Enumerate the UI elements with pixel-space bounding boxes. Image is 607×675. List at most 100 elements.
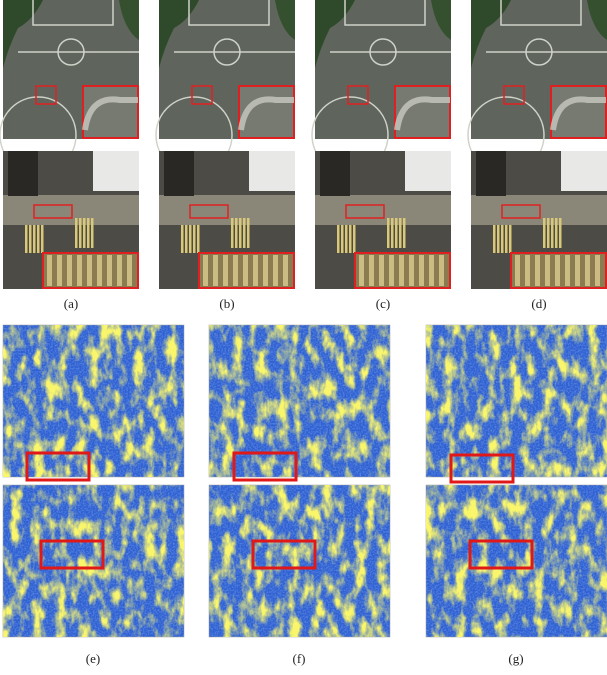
inset-stripe — [439, 255, 444, 286]
inset-stripe — [107, 255, 112, 286]
inset-stripe — [233, 255, 238, 286]
crosswalk — [37, 225, 40, 253]
crosswalk — [193, 225, 196, 253]
sidewalk — [3, 195, 139, 225]
crosswalk — [41, 225, 44, 253]
panel-label: (a) — [64, 296, 78, 311]
inset-stripe — [213, 255, 218, 286]
heatmap — [426, 485, 607, 637]
crosswalk — [387, 218, 390, 248]
court-image — [0, 0, 139, 173]
crosswalk — [181, 225, 184, 253]
inset-stripe — [117, 255, 122, 286]
street-image — [159, 151, 295, 289]
inset-stripe — [409, 255, 414, 286]
panel-label: (d) — [531, 296, 546, 311]
heatmap-yellow — [426, 485, 607, 637]
inset-stripe — [57, 255, 62, 286]
crosswalk — [33, 225, 36, 253]
court-image — [156, 0, 295, 173]
crosswalk — [197, 225, 200, 253]
crosswalk — [497, 225, 500, 253]
inset-stripe — [223, 255, 228, 286]
inset-stripe — [379, 255, 384, 286]
crosswalk — [87, 218, 90, 248]
crosswalk — [29, 225, 32, 253]
inset-stripe — [273, 255, 278, 286]
crosswalk — [399, 218, 402, 248]
inset-stripe — [515, 255, 520, 286]
crosswalk — [243, 218, 246, 248]
inset-stripe — [429, 255, 434, 286]
inset-stripe — [253, 255, 258, 286]
inset-stripe — [203, 255, 208, 286]
heatmap — [209, 325, 390, 480]
inset-stripe — [545, 255, 550, 286]
court-image — [312, 0, 451, 173]
crosswalk — [501, 225, 504, 253]
sidewalk — [471, 195, 607, 225]
crosswalk — [547, 218, 550, 248]
crosswalk — [559, 218, 562, 248]
heatmap — [426, 325, 607, 482]
shadow — [164, 151, 194, 196]
crosswalk — [345, 225, 348, 253]
shadow — [476, 151, 506, 196]
street-image — [315, 151, 451, 289]
inset-stripe — [359, 255, 364, 286]
panel-label: (f) — [293, 651, 306, 666]
inset-stripe — [369, 255, 374, 286]
inset-stripe — [585, 255, 590, 286]
inset-stripe — [67, 255, 72, 286]
crosswalk — [185, 225, 188, 253]
crosswalk — [493, 225, 496, 253]
crosswalk — [395, 218, 398, 248]
inset-stripe — [535, 255, 540, 286]
panel-label: (b) — [219, 296, 234, 311]
heatmap-yellow — [209, 485, 390, 637]
inset-stripe — [283, 255, 288, 286]
crosswalk — [403, 218, 406, 248]
panel-label: (c) — [376, 296, 390, 311]
inset-stripe — [87, 255, 92, 286]
panel-label: (g) — [508, 651, 523, 666]
crosswalk — [337, 225, 340, 253]
heatmap-yellow — [3, 485, 184, 637]
building — [249, 151, 295, 191]
inset-stripe — [389, 255, 394, 286]
court-image — [468, 0, 607, 173]
street-image — [471, 151, 607, 289]
building — [561, 151, 607, 191]
crosswalk — [247, 218, 250, 248]
crosswalk — [341, 225, 344, 253]
inset-stripe — [595, 255, 600, 286]
panel-label: (e) — [86, 651, 100, 666]
street-image — [3, 151, 139, 289]
shadow — [8, 151, 38, 196]
crosswalk — [349, 225, 352, 253]
crosswalk — [555, 218, 558, 248]
crosswalk — [543, 218, 546, 248]
crosswalk — [79, 218, 82, 248]
crosswalk — [551, 218, 554, 248]
page: (a)(b)(c)(d)(e)(f)(g) (() => { const dat… — [0, 0, 607, 675]
inset-stripe — [263, 255, 268, 286]
inset-stripe — [47, 255, 52, 286]
inset-stripe — [399, 255, 404, 286]
sidewalk — [159, 195, 295, 225]
inset-stripe — [525, 255, 530, 286]
heatmap — [209, 485, 390, 637]
inset-stripe — [77, 255, 82, 286]
inset-stripe — [243, 255, 248, 286]
crosswalk — [83, 218, 86, 248]
sidewalk — [315, 195, 451, 225]
crosswalk — [189, 225, 192, 253]
crosswalk — [75, 218, 78, 248]
inset-stripe — [127, 255, 132, 286]
crosswalk — [235, 218, 238, 248]
crosswalk — [239, 218, 242, 248]
inset-stripe — [97, 255, 102, 286]
crosswalk — [25, 225, 28, 253]
inset-stripe — [575, 255, 580, 286]
building — [405, 151, 451, 191]
